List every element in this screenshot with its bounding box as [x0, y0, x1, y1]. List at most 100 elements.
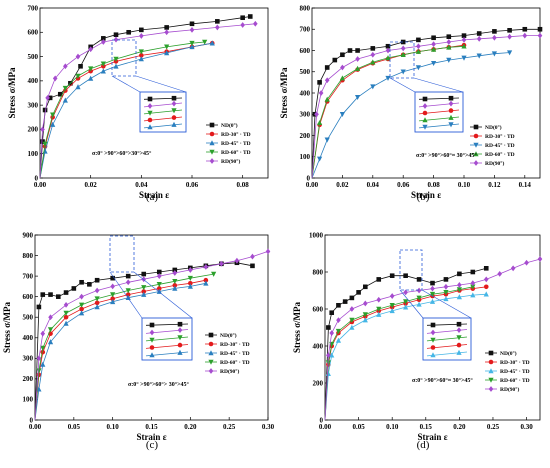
chart-panel-2: 0 100 200 300 400 500 600 700 800 0.00 0.02 0.04 0.0…	[279, 4, 543, 203]
data-point	[50, 121, 56, 127]
legend-marker	[488, 386, 494, 392]
x-tick-label: 0.14	[519, 181, 532, 189]
data-point	[71, 286, 77, 291]
zoom-region-box	[399, 249, 423, 291]
data-point	[376, 306, 382, 312]
x-tick-label: 0.15	[420, 423, 433, 431]
data-point	[507, 33, 512, 40]
y-tick-label: 100	[28, 150, 39, 158]
data-point	[336, 317, 341, 323]
data-point	[138, 56, 144, 62]
series-2	[34, 280, 209, 421]
x-tick-label: 0.30	[520, 423, 533, 431]
data-point	[385, 43, 391, 49]
data-point	[94, 287, 100, 294]
data-point	[139, 33, 144, 39]
data-point	[202, 39, 208, 45]
inset-marker	[147, 124, 153, 130]
legend-label: RD(90°)	[221, 158, 240, 165]
data-point	[240, 15, 245, 21]
data-point	[370, 51, 376, 58]
data-point	[457, 282, 462, 288]
data-point	[48, 292, 53, 297]
y-tick-label: 200	[300, 132, 311, 140]
data-point	[537, 256, 543, 262]
data-point	[326, 352, 331, 359]
inset-marker	[149, 329, 155, 336]
data-point	[42, 141, 48, 147]
x-tick-label: 0.00	[29, 423, 42, 431]
data-point	[113, 56, 119, 62]
series-4	[39, 20, 258, 179]
data-point	[389, 303, 395, 309]
data-point	[476, 31, 482, 36]
data-point	[522, 26, 528, 32]
data-point	[362, 317, 368, 323]
data-point	[79, 293, 84, 300]
stress-order-annotation: σ:0° >90°>60°≈ 30°>45°	[416, 152, 477, 159]
data-point	[339, 75, 345, 81]
data-point	[48, 314, 53, 321]
data-point	[347, 48, 353, 53]
series-0	[324, 266, 489, 421]
data-point	[203, 280, 209, 286]
data-point	[385, 55, 391, 61]
y-tick-label: 100	[23, 396, 34, 404]
data-point	[75, 73, 81, 79]
x-tick-label: 0.05	[352, 423, 365, 431]
data-point	[317, 156, 323, 162]
data-point	[355, 94, 361, 101]
y-tick-label: 500	[28, 53, 39, 61]
data-point	[507, 50, 513, 56]
series-4	[34, 248, 271, 421]
x-tick-label: 0.30	[262, 423, 275, 431]
inset-marker	[430, 345, 436, 350]
y-tick-label: 800	[300, 4, 311, 12]
data-point	[113, 32, 119, 38]
data-point	[329, 310, 335, 315]
inset-marker	[422, 117, 428, 123]
y-tick-label: 700	[300, 26, 311, 34]
x-tick-label: 0.05	[68, 423, 81, 431]
data-point	[349, 295, 355, 301]
legend-marker	[209, 158, 215, 164]
data-point	[79, 279, 84, 285]
data-point	[141, 291, 147, 297]
legend-label: ND(0°)	[220, 332, 237, 339]
data-point	[324, 96, 330, 102]
data-point	[78, 63, 83, 69]
legend-marker	[473, 142, 479, 148]
y-tick-label: 300	[300, 111, 311, 119]
legend-label: ND(0°)	[500, 350, 517, 357]
data-point	[110, 299, 116, 305]
data-point	[336, 303, 341, 308]
data-point	[376, 311, 382, 317]
legend-marker	[209, 149, 215, 155]
series-line	[34, 282, 206, 421]
data-point	[164, 29, 169, 36]
data-point	[335, 337, 342, 343]
data-point	[40, 361, 46, 367]
data-point	[476, 53, 482, 59]
data-point	[187, 275, 193, 281]
data-point	[172, 278, 178, 285]
data-point	[172, 267, 178, 273]
y-tick-label: 600	[28, 29, 39, 37]
inset-marker	[430, 329, 436, 336]
data-point	[88, 66, 94, 72]
x-tick-label: 0.06	[186, 181, 199, 189]
data-point	[537, 32, 543, 39]
x-tick-label: 0.06	[397, 181, 410, 189]
data-point	[125, 288, 131, 294]
data-point	[403, 289, 408, 296]
data-point	[125, 279, 131, 286]
data-point	[355, 48, 360, 53]
x-tick-label: 0.00	[34, 181, 47, 189]
data-point	[385, 75, 391, 81]
data-point	[110, 275, 115, 281]
y-tick-label: 300	[28, 101, 39, 109]
data-point	[507, 28, 512, 33]
legend-marker	[488, 359, 494, 365]
x-axis-label: Strain ε	[411, 190, 441, 200]
data-point	[400, 45, 406, 52]
